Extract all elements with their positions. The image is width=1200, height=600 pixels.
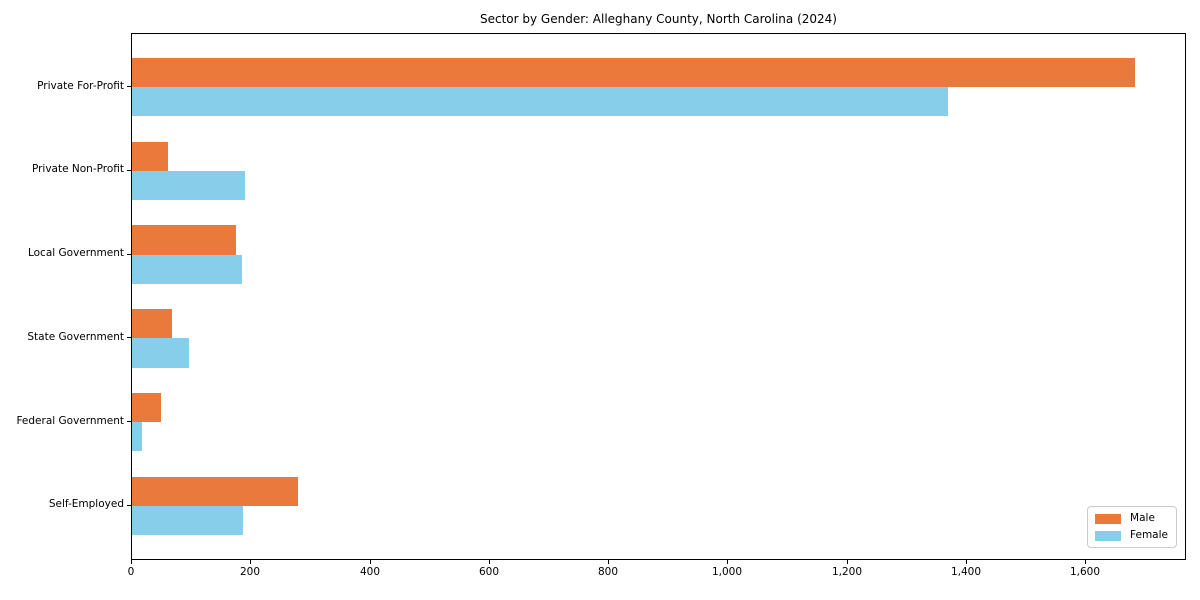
x-tick-mark (131, 560, 132, 564)
bar-male-3 (132, 225, 237, 255)
x-tick-mark (847, 560, 848, 564)
legend-swatch-male-icon (1095, 513, 1122, 524)
x-tick-label: 0 (127, 566, 135, 578)
x-tick-label: 600 (478, 566, 500, 578)
bar-male-1 (132, 57, 1135, 88)
y-tick-mark (127, 170, 131, 171)
x-tick-label: 1,600 (1069, 566, 1101, 578)
x-tick-label: 800 (597, 566, 619, 578)
y-tick-mark (127, 337, 131, 338)
y-tick-mark (127, 86, 131, 87)
x-tick-label: 1,400 (950, 566, 982, 578)
bar-female-2 (132, 170, 246, 201)
x-tick-label: 200 (239, 566, 261, 578)
y-tick-label: Self-Employed (48, 498, 124, 510)
bar-female-1 (132, 87, 949, 117)
y-tick-label: Local Government (27, 247, 124, 259)
x-tick-mark (489, 560, 490, 564)
x-tick-label: 400 (359, 566, 381, 578)
legend: Male Female (1087, 506, 1177, 548)
bar-male-2 (132, 141, 168, 171)
x-tick-label: 1,200 (831, 566, 863, 578)
y-tick-mark (127, 505, 131, 506)
legend-item-male: Male (1095, 512, 1168, 525)
x-tick-mark (727, 560, 728, 564)
legend-label-female: Female (1130, 529, 1168, 541)
bar-female-3 (132, 254, 242, 284)
legend-swatch-female-icon (1095, 530, 1122, 541)
x-tick-mark (370, 560, 371, 564)
x-tick-mark (250, 560, 251, 564)
y-tick-mark (127, 254, 131, 255)
bar-female-6 (132, 505, 243, 536)
y-tick-label: Federal Government (16, 415, 124, 427)
y-tick-label: State Government (27, 331, 124, 343)
y-tick-label: Private For-Profit (37, 80, 124, 92)
x-tick-mark (1085, 560, 1086, 564)
bar-female-4 (132, 338, 189, 368)
chart-title: Sector by Gender: Alleghany County, Nort… (480, 12, 837, 26)
y-tick-label: Private Non-Profit (31, 163, 124, 175)
legend-item-female: Female (1095, 529, 1168, 542)
y-tick-mark (127, 421, 131, 422)
x-tick-mark (608, 560, 609, 564)
legend-label-male: Male (1130, 512, 1155, 524)
bar-female-5 (132, 422, 142, 452)
plot-area: Male Female (131, 33, 1186, 560)
bar-male-6 (132, 476, 299, 506)
bar-male-4 (132, 309, 172, 339)
x-tick-mark (966, 560, 967, 564)
bar-male-5 (132, 392, 162, 423)
x-tick-label: 1,000 (711, 566, 743, 578)
